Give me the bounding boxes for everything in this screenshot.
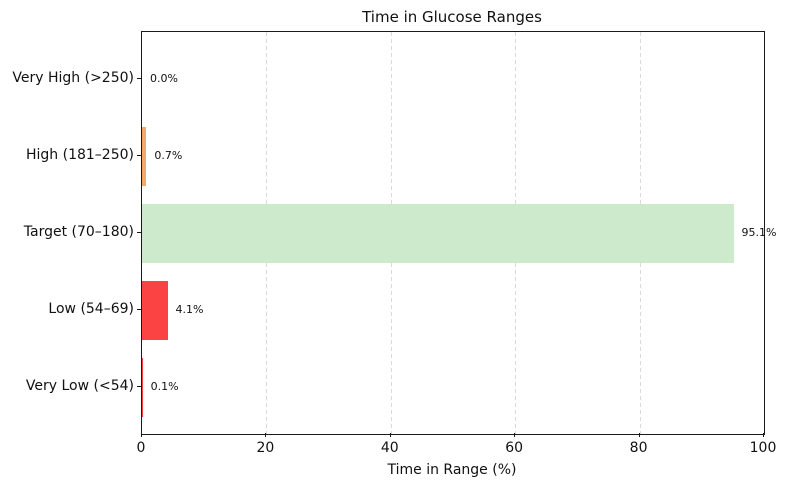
x-tick-label-20: 20 (256, 440, 275, 456)
x-tick-label-60: 60 (505, 440, 524, 456)
x-tick-40 (389, 433, 391, 437)
x-tick-label-80: 80 (629, 440, 648, 456)
value-label-2: 95.1% (741, 226, 777, 239)
category-label-1: High (181–250) (26, 147, 134, 163)
plot-area: 0.0% 0.7% 95.1% 4.1% 0.1% (141, 31, 776, 435)
x-tick-label-0: 0 (136, 440, 146, 456)
bar-3 (142, 280, 168, 340)
category-label-3: Low (54–69) (48, 301, 134, 317)
bar-2 (142, 203, 734, 263)
chart-title: Time in Glucose Ranges (362, 8, 542, 26)
value-label-1: 0.7% (154, 149, 183, 162)
x-tick-20 (265, 433, 267, 437)
y-tick-1 (137, 155, 141, 156)
x-tick-60 (514, 433, 516, 437)
category-label-4: Very Low (<54) (25, 378, 134, 394)
bar-1 (142, 126, 147, 186)
bar-4 (142, 357, 143, 417)
value-label-3: 4.1% (175, 303, 204, 316)
y-tick-0 (137, 78, 141, 79)
x-tick-100 (763, 433, 764, 437)
value-label-0: 0.0% (150, 72, 178, 85)
y-tick-3 (137, 309, 141, 310)
x-axis-label: Time in Range (%) (387, 462, 517, 478)
category-label-2: Target (70–180) (23, 224, 134, 240)
value-label-4: 0.1% (150, 380, 179, 393)
x-tick-label-100: 100 (749, 440, 777, 456)
y-tick-4 (137, 386, 141, 387)
y-tick-2 (137, 232, 141, 233)
x-tick-label-40: 40 (380, 440, 399, 456)
x-tick-80 (638, 433, 640, 437)
category-label-0: Very High (>250) (12, 70, 134, 86)
x-tick-0 (141, 433, 142, 437)
